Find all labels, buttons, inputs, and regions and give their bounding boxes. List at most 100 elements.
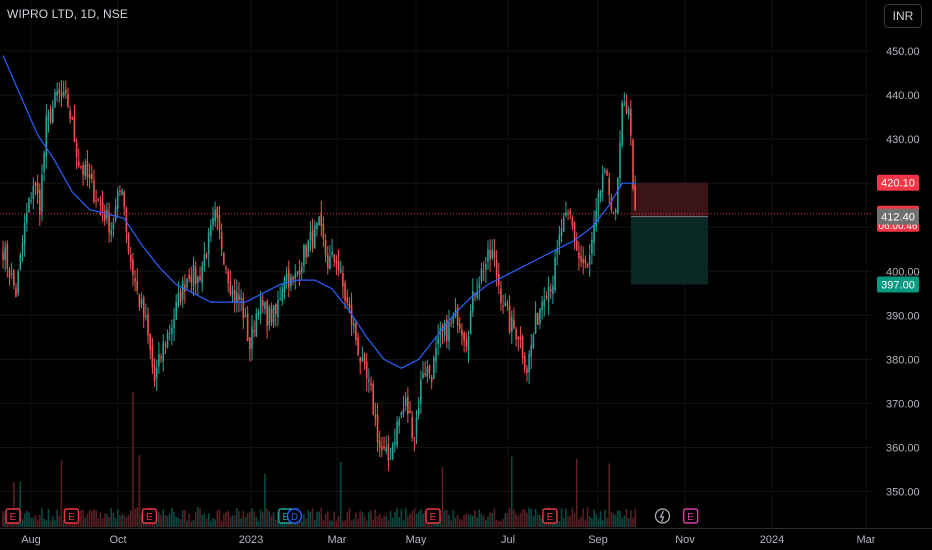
- earnings-label: E: [282, 512, 289, 523]
- candle-body: [383, 446, 385, 449]
- volume-bar: [461, 519, 463, 527]
- candle-body: [233, 290, 236, 302]
- volume-bar: [28, 512, 30, 527]
- volume-bar: [448, 514, 450, 527]
- candle-body: [413, 437, 416, 439]
- volume-bar: [324, 513, 327, 527]
- volume-bar: [106, 514, 108, 527]
- volume-bar: [443, 510, 446, 527]
- candle-body: [365, 361, 368, 379]
- volume-bar: [251, 508, 253, 527]
- volume-bar: [227, 510, 229, 527]
- volume-bar: [556, 520, 559, 527]
- volume-bar: [277, 511, 279, 527]
- volume-bar: [253, 511, 255, 527]
- volume-bar: [62, 520, 65, 527]
- volume-bar: [489, 512, 491, 527]
- volume-bar: [84, 517, 87, 527]
- volume-bar: [363, 515, 366, 527]
- candle-body: [149, 333, 152, 350]
- y-tick-label: 360.00: [886, 442, 920, 454]
- x-tick-label: Sep: [588, 534, 608, 546]
- candle-body: [422, 372, 424, 378]
- volume-bar: [207, 513, 210, 527]
- volume-bar: [39, 515, 41, 527]
- volume-bar: [32, 517, 35, 527]
- volume-bar: [534, 508, 537, 527]
- candle-body: [155, 368, 158, 379]
- x-tick-label: Nov: [675, 534, 695, 546]
- candle-body: [407, 396, 409, 415]
- candle-body: [617, 178, 619, 213]
- candle-body: [591, 239, 593, 254]
- volume-bar: [51, 516, 54, 527]
- volume-bar: [34, 515, 37, 527]
- candle-body: [387, 444, 390, 462]
- volume-bar: [333, 511, 336, 527]
- currency-button[interactable]: INR: [884, 4, 922, 28]
- volume-bar: [619, 510, 621, 527]
- candle-body: [290, 275, 292, 287]
- volume-bar: [571, 507, 574, 527]
- volume-bar: [30, 517, 32, 527]
- price-axis[interactable]: 450.00440.00430.00420.00410.00400.00390.…: [886, 46, 920, 499]
- volume-bar: [316, 511, 318, 527]
- stop-price-tag-bg: [877, 174, 919, 191]
- candle-body: [21, 242, 24, 252]
- volume-bar: [348, 507, 351, 527]
- volume-bar: [175, 516, 177, 527]
- candle-body: [461, 329, 463, 336]
- volume-bar: [452, 509, 455, 527]
- volume-bar: [186, 520, 188, 527]
- symbol-title[interactable]: WIPRO LTD, 1D, NSE: [7, 7, 128, 21]
- candle-body: [467, 336, 470, 351]
- volume-bar: [2, 511, 4, 527]
- candle-body: [632, 139, 634, 189]
- candle-body: [372, 384, 375, 415]
- candle-body: [123, 191, 126, 208]
- dividend-marker: [286, 508, 303, 524]
- candle-body: [251, 326, 253, 349]
- time-axis[interactable]: Aug Oct 2023 Mar May Jul Sep Nov 2024 Mar: [21, 534, 876, 546]
- candle-body: [530, 344, 533, 357]
- volume-bar: [597, 517, 600, 527]
- volume-bar: [160, 514, 162, 527]
- volume-bar: [578, 519, 580, 527]
- volume-bar: [184, 510, 186, 527]
- volume-bar: [580, 516, 582, 527]
- candle-body: [588, 255, 591, 265]
- volume-bar: [88, 510, 91, 527]
- candle-body: [62, 91, 65, 96]
- volume-bar: [203, 513, 206, 527]
- candle-body: [634, 185, 636, 210]
- candle-body: [320, 212, 323, 227]
- candle-body: [199, 276, 201, 281]
- candle-body: [86, 161, 89, 178]
- volume-bar: [173, 511, 175, 527]
- volume-bar: [344, 520, 346, 527]
- candle-body: [510, 316, 513, 333]
- volume-bar: [257, 520, 260, 527]
- candle-body: [556, 247, 559, 254]
- candle-body: [71, 117, 74, 120]
- candle-body: [125, 207, 128, 232]
- candle-body: [97, 198, 100, 200]
- candle-body: [342, 273, 344, 287]
- volume-bar: [233, 515, 236, 527]
- volume-bar: [335, 520, 338, 527]
- target-price-tag: 397.00: [881, 279, 915, 291]
- volume-bar: [177, 517, 180, 527]
- volume-bar: [528, 507, 530, 527]
- candle-body: [404, 397, 407, 406]
- candle-body: [361, 357, 364, 362]
- volume-bar: [134, 508, 136, 527]
- candle-body: [277, 300, 279, 318]
- position-zones[interactable]: [631, 182, 708, 285]
- candle-body: [359, 357, 362, 363]
- volume-bar: [121, 514, 123, 527]
- volume-bar: [484, 520, 487, 527]
- volume-bar: [478, 509, 481, 527]
